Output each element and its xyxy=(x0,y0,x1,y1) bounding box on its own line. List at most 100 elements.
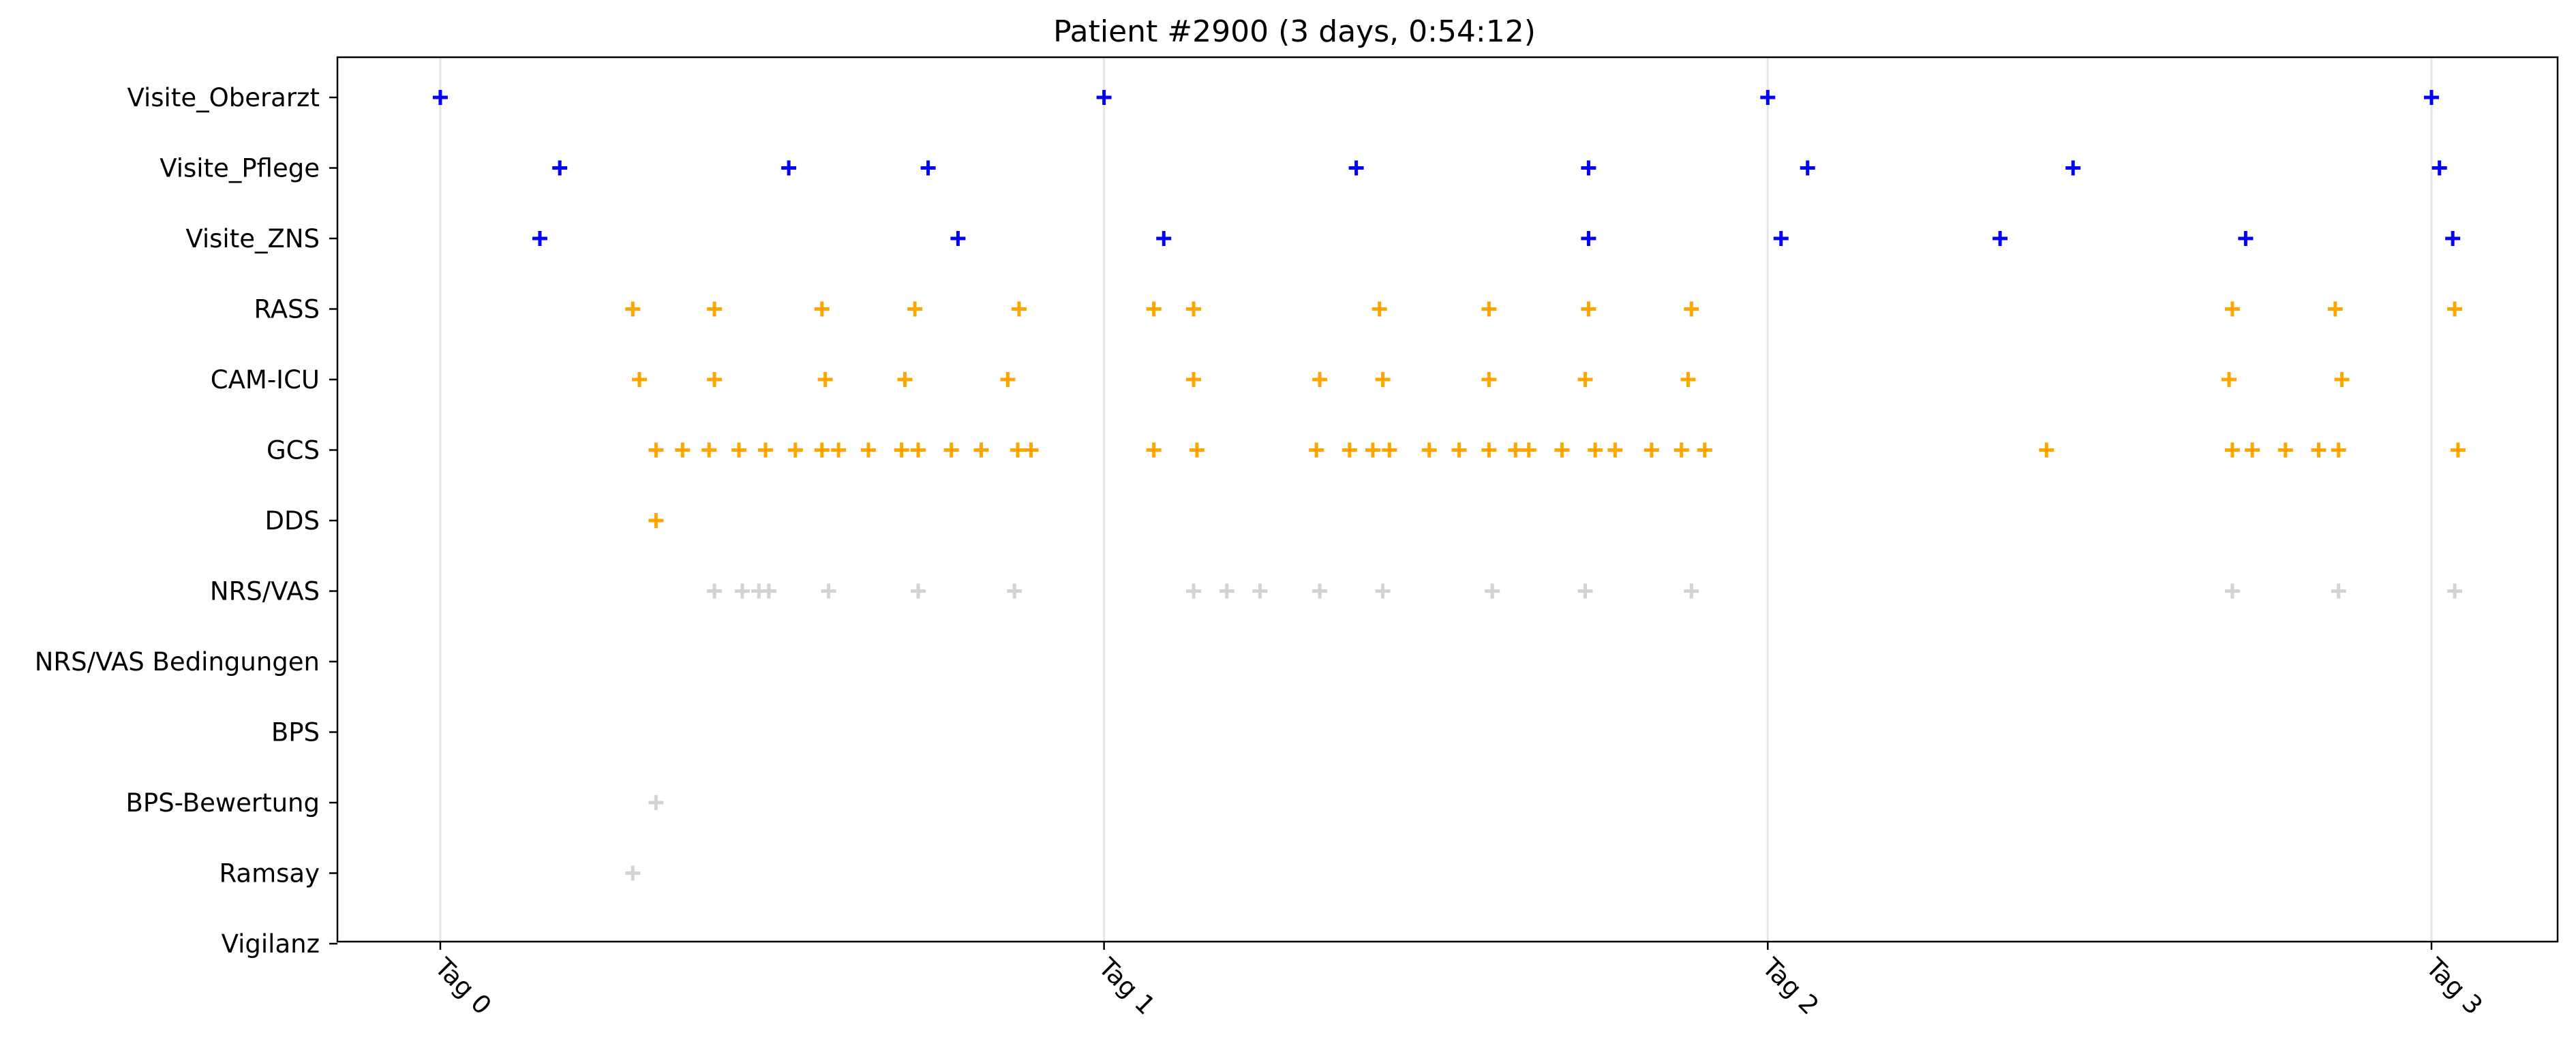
point-visite-zns-0 xyxy=(532,231,547,246)
point-rass-10 xyxy=(1684,301,1699,317)
point-cam-icu-9 xyxy=(1577,372,1593,387)
point-gcs-11 xyxy=(943,442,959,458)
x-axis: Tag 0 Tag 1 Tag 2 Tag 3 xyxy=(429,942,2488,1021)
point-cam-icu-11 xyxy=(2222,372,2237,387)
point-cam-icu-3 xyxy=(897,372,913,387)
point-cam-icu-7 xyxy=(1375,372,1391,387)
point-visite-pflege-1 xyxy=(781,160,797,176)
y-tick-label-visite-oberarzt: Visite_Oberarzt xyxy=(127,83,320,112)
point-rass-1 xyxy=(707,301,723,317)
point-cam-icu-10 xyxy=(1680,372,1696,387)
y-tick-label-visite-zns: Visite_ZNS xyxy=(185,224,320,253)
point-gcs-25 xyxy=(1521,442,1536,458)
y-tick-label-dds: DDS xyxy=(265,506,320,536)
point-cam-icu-2 xyxy=(817,372,833,387)
point-gcs-9 xyxy=(894,442,909,458)
point-rass-13 xyxy=(2447,301,2463,317)
point-nrs-vas-9 xyxy=(1252,583,1268,599)
point-gcs-26 xyxy=(1554,442,1570,458)
point-gcs-20 xyxy=(1382,442,1397,458)
point-gcs-15 xyxy=(1146,442,1162,458)
point-cam-icu-8 xyxy=(1481,372,1497,387)
point-rass-4 xyxy=(1011,301,1027,317)
point-gcs-36 xyxy=(2311,442,2327,458)
point-gcs-24 xyxy=(1508,442,1524,458)
point-gcs-28 xyxy=(1607,442,1623,458)
point-gcs-13 xyxy=(1010,442,1026,458)
point-gcs-23 xyxy=(1481,442,1497,458)
point-rass-8 xyxy=(1481,301,1497,317)
point-rass-7 xyxy=(1372,301,1387,317)
point-gcs-27 xyxy=(1588,442,1603,458)
grid-lines xyxy=(439,57,2433,942)
point-cam-icu-5 xyxy=(1186,372,1202,387)
point-visite-zns-7 xyxy=(2445,231,2461,246)
point-gcs-6 xyxy=(814,442,830,458)
point-gcs-1 xyxy=(675,442,691,458)
point-nrs-vas-1 xyxy=(734,583,750,599)
data-points xyxy=(432,90,2466,881)
point-gcs-2 xyxy=(701,442,717,458)
point-nrs-vas-13 xyxy=(1577,583,1593,599)
y-tick-label-bps-bewertung: BPS-Bewertung xyxy=(126,788,320,818)
point-gcs-34 xyxy=(2245,442,2260,458)
point-gcs-19 xyxy=(1365,442,1380,458)
point-visite-pflege-2 xyxy=(920,160,936,176)
point-nrs-vas-14 xyxy=(1684,583,1699,599)
point-gcs-29 xyxy=(1643,442,1659,458)
point-gcs-0 xyxy=(648,442,664,458)
point-visite-zns-5 xyxy=(1992,231,2008,246)
y-tick-label-cam-icu: CAM-ICU xyxy=(211,365,320,394)
x-tick-label-tag-2: Tag 2 xyxy=(1756,952,1824,1020)
point-nrs-vas-16 xyxy=(2331,583,2346,599)
point-nrs-vas-3 xyxy=(761,583,776,599)
point-visite-oberarzt-0 xyxy=(432,90,448,105)
point-nrs-vas-0 xyxy=(707,583,723,599)
point-nrs-vas-8 xyxy=(1219,583,1234,599)
point-nrs-vas-12 xyxy=(1485,583,1500,599)
x-tick-label-tag-0: Tag 0 xyxy=(429,952,497,1020)
point-rass-5 xyxy=(1146,301,1162,317)
point-cam-icu-1 xyxy=(707,372,723,387)
point-ramsay-0 xyxy=(625,865,641,881)
point-rass-9 xyxy=(1581,301,1596,317)
point-gcs-12 xyxy=(973,442,989,458)
point-rass-0 xyxy=(625,301,641,317)
point-gcs-5 xyxy=(787,442,803,458)
point-rass-3 xyxy=(907,301,923,317)
point-visite-pflege-4 xyxy=(1581,160,1596,176)
y-tick-label-nrs-vas-bedingungen: NRS/VAS Bedingungen xyxy=(35,647,320,677)
point-cam-icu-0 xyxy=(632,372,648,387)
point-visite-zns-6 xyxy=(2238,231,2254,246)
point-gcs-8 xyxy=(860,442,876,458)
point-visite-pflege-5 xyxy=(1800,160,1815,176)
point-nrs-vas-7 xyxy=(1186,583,1202,599)
point-nrs-vas-15 xyxy=(2224,583,2240,599)
point-gcs-4 xyxy=(758,442,774,458)
plot-area-frame xyxy=(336,56,2559,943)
point-visite-oberarzt-2 xyxy=(1760,90,1776,105)
point-gcs-21 xyxy=(1421,442,1437,458)
point-cam-icu-12 xyxy=(2334,372,2350,387)
point-nrs-vas-10 xyxy=(1312,583,1328,599)
point-gcs-7 xyxy=(831,442,847,458)
point-gcs-32 xyxy=(2039,442,2055,458)
y-tick-label-vigilanz: Vigilanz xyxy=(222,929,320,959)
point-visite-pflege-6 xyxy=(2065,160,2081,176)
y-tick-label-bps: BPS xyxy=(271,718,320,747)
point-rass-11 xyxy=(2224,301,2240,317)
y-tick-label-ramsay: Ramsay xyxy=(219,859,320,888)
point-gcs-37 xyxy=(2331,442,2346,458)
point-gcs-38 xyxy=(2450,442,2466,458)
point-gcs-17 xyxy=(1309,442,1324,458)
point-visite-pflege-3 xyxy=(1348,160,1364,176)
y-tick-label-gcs: GCS xyxy=(267,436,320,465)
point-visite-oberarzt-3 xyxy=(2424,90,2439,105)
point-nrs-vas-5 xyxy=(910,583,926,599)
point-dds-0 xyxy=(648,513,664,528)
point-gcs-22 xyxy=(1451,442,1467,458)
point-gcs-16 xyxy=(1189,442,1204,458)
point-visite-zns-1 xyxy=(950,231,966,246)
